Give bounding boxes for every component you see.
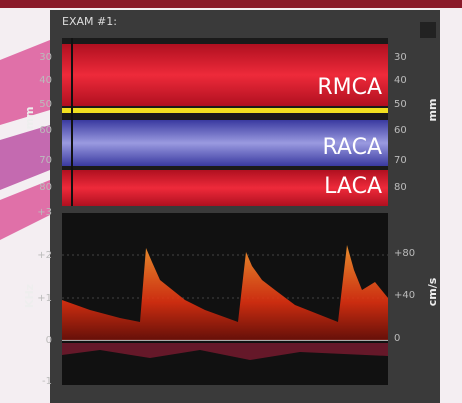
vessel-label: LACA bbox=[324, 174, 382, 199]
tick-label: 0 bbox=[394, 333, 400, 344]
vessel-label: RMCA bbox=[317, 75, 382, 100]
tick-label: 80 bbox=[394, 182, 407, 193]
tick-label: +80 bbox=[394, 248, 415, 259]
tick-label: 70 bbox=[394, 155, 407, 166]
tick-label: 0 bbox=[46, 335, 52, 346]
unit-label: mm bbox=[23, 107, 36, 130]
tick-label: +1 bbox=[37, 293, 52, 304]
tick-label: +40 bbox=[394, 290, 415, 301]
doppler-plot bbox=[62, 213, 388, 385]
tick-label: 80 bbox=[39, 182, 52, 193]
tick-label: -1 bbox=[42, 376, 52, 387]
tick-label: 40 bbox=[394, 75, 407, 86]
unit-label: mm bbox=[426, 99, 439, 122]
tick-label: 60 bbox=[394, 125, 407, 136]
corner-box bbox=[420, 22, 436, 38]
tick-label: 40 bbox=[39, 75, 52, 86]
unit-label: KHz bbox=[23, 284, 36, 308]
vessel-label: RACA bbox=[323, 135, 382, 160]
tick-label: 30 bbox=[394, 52, 407, 63]
tick-label: 50 bbox=[39, 99, 52, 110]
unit-label: cm/s bbox=[426, 277, 439, 306]
exam-title: EXAM #1: bbox=[62, 15, 117, 28]
tick-label: 30 bbox=[39, 52, 52, 63]
tick-label: 70 bbox=[39, 155, 52, 166]
top-strip bbox=[0, 0, 462, 8]
tick-label: +2 bbox=[37, 250, 52, 261]
tick-label: +3 bbox=[37, 207, 52, 218]
gate-line bbox=[62, 108, 388, 113]
tick-label: 60 bbox=[39, 125, 52, 136]
tick-label: 50 bbox=[394, 99, 407, 110]
screenshot: EXAM #1: RMCA RACA LACA mm mm KHz cm/s 3… bbox=[0, 0, 462, 403]
